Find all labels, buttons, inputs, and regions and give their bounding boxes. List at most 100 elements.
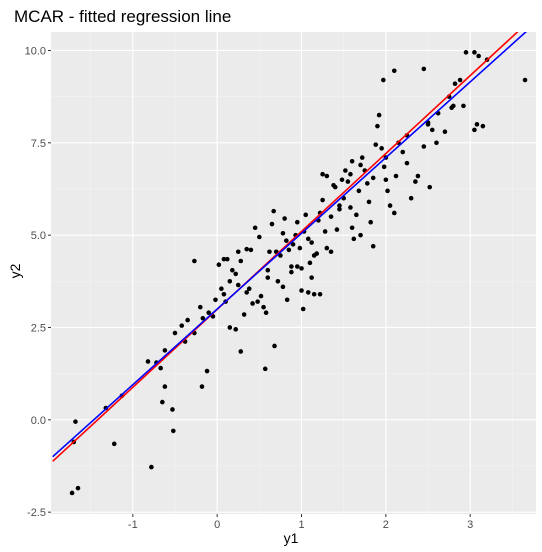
data-point xyxy=(320,172,325,177)
data-point xyxy=(295,264,300,269)
x-tick-label: -1 xyxy=(128,519,138,531)
data-point xyxy=(170,407,175,412)
data-point xyxy=(171,429,176,434)
data-point xyxy=(309,275,314,280)
data-point xyxy=(295,220,300,225)
data-point xyxy=(244,247,249,252)
data-point xyxy=(281,231,286,236)
data-point xyxy=(312,292,317,297)
data-point xyxy=(394,174,399,179)
data-point xyxy=(200,384,205,389)
data-point xyxy=(112,442,117,447)
data-point xyxy=(301,307,306,312)
data-point xyxy=(158,366,163,371)
data-point xyxy=(318,292,323,297)
data-point xyxy=(413,179,418,184)
y-tick-label: 2.5 xyxy=(31,322,46,334)
data-point xyxy=(367,200,372,205)
data-point xyxy=(472,128,477,133)
data-point xyxy=(360,155,365,160)
data-point xyxy=(185,318,190,323)
data-point xyxy=(329,249,334,254)
data-point xyxy=(348,205,353,210)
data-point xyxy=(308,261,313,266)
data-point xyxy=(377,113,382,118)
data-point xyxy=(298,246,303,251)
data-point xyxy=(265,268,270,273)
data-point xyxy=(371,244,376,249)
data-point xyxy=(434,141,439,146)
data-point xyxy=(213,297,218,302)
data-point xyxy=(409,196,414,201)
chart-title: MCAR - fitted regression line xyxy=(14,7,231,26)
data-point xyxy=(312,253,317,258)
data-point xyxy=(422,144,427,149)
data-point xyxy=(350,159,355,164)
data-point xyxy=(337,207,342,212)
data-point xyxy=(523,78,528,83)
x-axis-tick-labels: -1 0 1 2 3 xyxy=(128,519,473,531)
data-point xyxy=(284,238,289,243)
data-point xyxy=(358,163,363,168)
data-point xyxy=(299,266,304,271)
data-point xyxy=(263,367,268,372)
data-point xyxy=(371,176,376,181)
data-point xyxy=(348,172,353,177)
data-point xyxy=(272,344,277,349)
data-point xyxy=(173,331,178,336)
y-tick-label: 5.0 xyxy=(31,230,46,242)
data-point xyxy=(73,419,78,424)
x-tick-label: 2 xyxy=(383,519,389,531)
data-point xyxy=(323,229,328,234)
data-point xyxy=(379,146,384,151)
data-point xyxy=(228,279,233,284)
data-point xyxy=(476,54,481,59)
data-point xyxy=(255,299,260,304)
data-point xyxy=(416,174,421,179)
x-tick-label: 1 xyxy=(298,519,304,531)
data-point xyxy=(163,348,168,353)
data-point xyxy=(405,161,410,166)
data-point xyxy=(443,129,448,134)
data-point xyxy=(289,270,294,275)
data-point xyxy=(192,259,197,264)
data-point xyxy=(259,294,264,299)
data-point xyxy=(250,301,255,306)
data-point xyxy=(384,177,389,182)
data-point xyxy=(179,323,184,328)
data-point xyxy=(458,78,463,83)
data-point xyxy=(289,264,294,269)
data-point xyxy=(261,305,266,310)
data-point xyxy=(340,177,345,182)
data-point xyxy=(299,288,304,293)
data-point xyxy=(350,225,355,230)
data-point xyxy=(146,359,151,364)
data-point xyxy=(320,198,325,203)
x-tick-label: 3 xyxy=(467,519,473,531)
data-point xyxy=(335,227,340,232)
data-point xyxy=(253,225,258,230)
data-point xyxy=(343,168,348,173)
data-point xyxy=(375,124,380,129)
y-axis-label: y2 xyxy=(7,263,23,278)
data-point xyxy=(373,142,378,147)
data-point xyxy=(281,285,286,290)
data-point xyxy=(265,275,270,280)
data-point xyxy=(453,81,458,86)
data-point xyxy=(287,248,292,253)
data-point xyxy=(325,174,330,179)
data-point xyxy=(76,486,81,491)
data-point xyxy=(472,50,477,55)
data-point xyxy=(70,491,75,496)
data-point xyxy=(219,286,224,291)
y-tick-label: 0.0 xyxy=(31,415,46,427)
data-point xyxy=(205,369,210,374)
data-point xyxy=(358,233,363,238)
data-point xyxy=(238,259,243,264)
data-point xyxy=(228,325,233,330)
data-point xyxy=(368,220,373,225)
data-point xyxy=(270,222,275,227)
data-point xyxy=(271,209,276,214)
data-point xyxy=(464,50,469,55)
